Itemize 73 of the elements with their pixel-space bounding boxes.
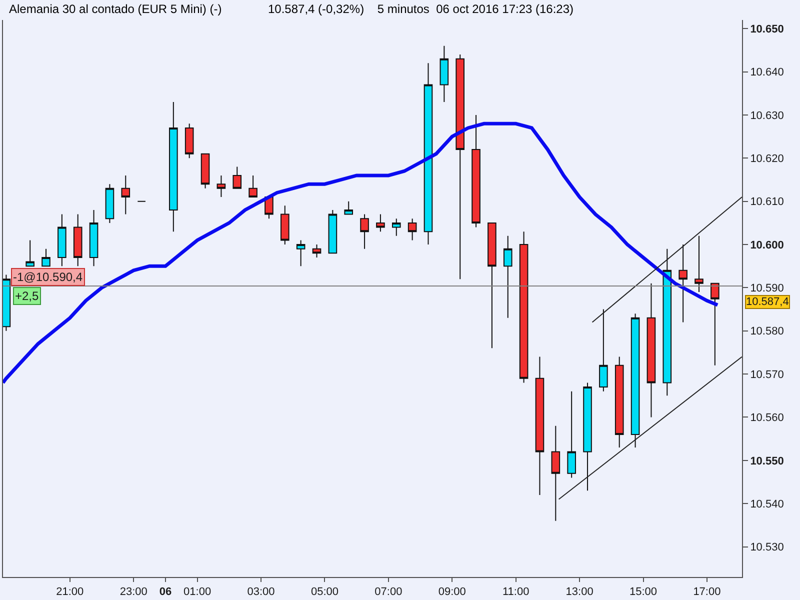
annotation: +2,5 [15,289,40,303]
candlestick [280,205,290,246]
x-tick-label: 21:00 [56,586,84,598]
candlestick [535,356,544,496]
y-tick-label: 10.540 [750,498,784,510]
candlestick [312,244,322,258]
candlestick [296,240,306,267]
candlestick [105,184,114,224]
x-tick-label: 17:00 [693,586,721,598]
x-tick-label: 11:00 [502,586,530,598]
candlestick [678,244,688,323]
y-tick-label: 10.580 [750,326,784,338]
candlestick [694,235,704,293]
candlestick [42,248,50,267]
candlestick [376,214,385,232]
candlestick [3,274,11,332]
x-tick-label: 09:00 [438,586,466,598]
candlestick [408,218,417,241]
candlestick [200,153,210,189]
candlestick [551,425,560,522]
x-tick-label: 07:00 [374,586,402,598]
candlestick [630,313,640,448]
candlestick [456,54,464,280]
ref-line-label: -1@10.590,4 [13,270,83,284]
x-tick-label: 05:00 [310,586,338,598]
y-tick-label: 10.600 [750,239,784,252]
chart-subtitle: 10.587,4 (-0,32%) 5 minutos 06 oct 2016 17:23 (16:23) [268,2,574,16]
x-tick-label: 15:00 [629,586,658,598]
candlestick [73,214,82,267]
candlestick [58,214,66,267]
y-tick-label: 10.570 [750,368,784,381]
y-tick-label: 10.550 [750,455,784,468]
candlestick [614,356,624,448]
candlestick [472,114,480,228]
candlestick [583,382,592,492]
x-tick-label: 23:00 [120,586,148,598]
candlestick [248,174,258,198]
y-tick-label: 10.640 [750,66,784,79]
candlestick [488,222,496,349]
candlestick [424,62,433,246]
x-tick-label: 06 [159,586,172,598]
y-tick-label: 10.610 [750,196,784,208]
candlestick [360,214,369,250]
chart-title: Alemania 30 al contado (EUR 5 Mini) (-) [9,2,222,16]
candlestick [26,240,34,267]
candlestick [392,218,401,236]
y-tick-label: 10.560 [750,412,784,424]
candlestick [232,166,242,189]
x-tick-label: 03:00 [247,586,275,598]
candlestick [344,200,354,215]
candlestick [184,123,194,159]
y-tick-label: 10.620 [750,153,784,166]
candlestick [519,231,528,384]
x-tick-label: 01:00 [184,586,212,598]
candlestick [599,308,608,392]
candlestick [503,235,512,318]
text: 10.587,4 [746,296,789,308]
candlestick [646,282,656,418]
candlestick [216,174,226,198]
y-tick-label: 10.590 [750,282,784,295]
candlestick [169,102,178,232]
candlestick [440,45,449,103]
x-tick-label: 13:00 [566,586,594,598]
candlestick [89,209,98,267]
line-series [3,122,720,384]
candlestick [567,390,576,478]
y-tick-label: 10.650 [750,23,784,36]
y-tick-label: 10.530 [750,542,784,554]
candlestick [662,248,672,396]
candlestick [710,282,720,366]
candlestick [328,209,338,254]
candlestick [121,174,130,215]
y-tick-label: 10.630 [750,110,784,122]
